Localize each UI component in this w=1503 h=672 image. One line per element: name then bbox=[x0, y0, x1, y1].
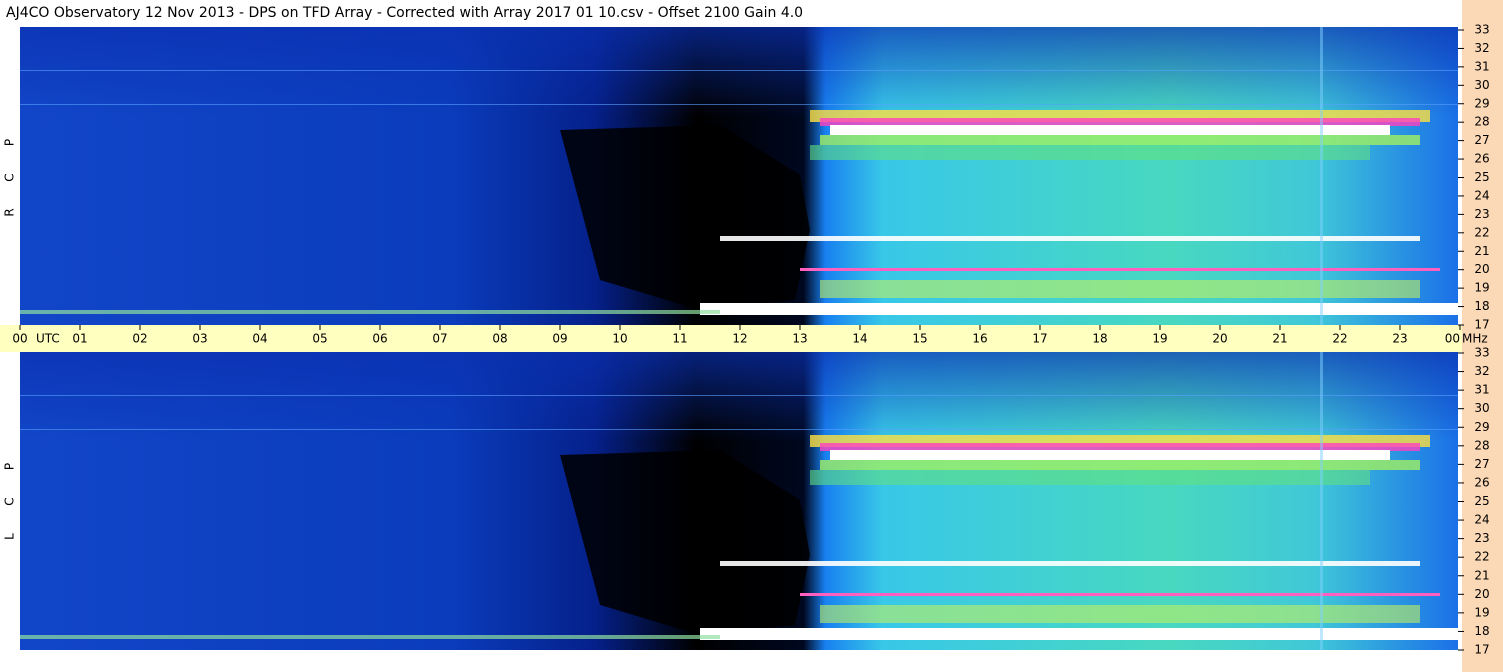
freq-label: 20 bbox=[1474, 587, 1489, 601]
freq-strip bbox=[1462, 0, 1503, 672]
time-label: 23 bbox=[1392, 332, 1407, 346]
time-label: 20 bbox=[1212, 332, 1227, 346]
time-label: 17 bbox=[1032, 332, 1047, 346]
time-label: 10 bbox=[612, 332, 627, 346]
freq-label: 17 bbox=[1474, 643, 1489, 657]
freq-label: 33 bbox=[1474, 23, 1489, 37]
time-label: 00 bbox=[1445, 332, 1460, 346]
freq-label: 22 bbox=[1474, 225, 1489, 239]
freq-label: 32 bbox=[1474, 364, 1489, 378]
panel-letter: P bbox=[3, 463, 17, 470]
title: AJ4CO Observatory 12 Nov 2013 - DPS on T… bbox=[6, 5, 803, 21]
freq-label: 28 bbox=[1474, 438, 1489, 452]
time-label: 05 bbox=[312, 332, 327, 346]
panel-letter: L bbox=[3, 533, 17, 540]
time-label: 13 bbox=[792, 332, 807, 346]
freq-label: 30 bbox=[1474, 401, 1489, 415]
freq-label: 21 bbox=[1474, 568, 1489, 582]
time-label: 14 bbox=[852, 332, 867, 346]
freq-label: 21 bbox=[1474, 244, 1489, 258]
freq-label: 17 bbox=[1474, 318, 1489, 332]
freq-label: 28 bbox=[1474, 115, 1489, 129]
time-label: 08 bbox=[492, 332, 507, 346]
time-label: 01 bbox=[72, 332, 87, 346]
freq-label: 25 bbox=[1474, 494, 1489, 508]
panel-letter: P bbox=[3, 139, 17, 146]
freq-label: 19 bbox=[1474, 281, 1489, 295]
freq-label: 29 bbox=[1474, 420, 1489, 434]
time-label: 19 bbox=[1152, 332, 1167, 346]
time-label: 07 bbox=[432, 332, 447, 346]
freq-label: 26 bbox=[1474, 152, 1489, 166]
freq-unit: MHz bbox=[1462, 332, 1488, 346]
time-label: 04 bbox=[252, 332, 267, 346]
time-label: 00 bbox=[12, 332, 27, 346]
freq-label: 20 bbox=[1474, 262, 1489, 276]
freq-label: 33 bbox=[1474, 346, 1489, 360]
freq-label: 32 bbox=[1474, 41, 1489, 55]
freq-label: 26 bbox=[1474, 475, 1489, 489]
freq-label: 24 bbox=[1474, 513, 1489, 527]
time-label: 03 bbox=[192, 332, 207, 346]
panel-letter: R bbox=[3, 208, 17, 216]
time-zone: UTC bbox=[36, 332, 60, 346]
freq-label: 19 bbox=[1474, 605, 1489, 619]
time-label: 09 bbox=[552, 332, 567, 346]
time-label: 22 bbox=[1332, 332, 1347, 346]
time-label: 15 bbox=[912, 332, 927, 346]
freq-label: 22 bbox=[1474, 550, 1489, 564]
freq-label: 23 bbox=[1474, 207, 1489, 221]
freq-label: 31 bbox=[1474, 59, 1489, 73]
axes: 00 01 02 03 04 05 06 07 08 09 10 11 12 13 14 15 16 17 18 19… bbox=[3, 23, 1490, 657]
panel-letter: C bbox=[3, 173, 17, 181]
upper-spectrogram bbox=[20, 27, 1460, 325]
freq-label: 27 bbox=[1474, 457, 1489, 471]
time-label: 16 bbox=[972, 332, 987, 346]
time-label: 21 bbox=[1272, 332, 1287, 346]
freq-label: 24 bbox=[1474, 188, 1489, 202]
time-label: 18 bbox=[1092, 332, 1107, 346]
freq-label: 27 bbox=[1474, 133, 1489, 147]
time-label: 11 bbox=[672, 332, 687, 346]
panel-letter: C bbox=[3, 497, 17, 505]
freq-label: 18 bbox=[1474, 624, 1489, 638]
freq-label: 25 bbox=[1474, 170, 1489, 184]
freq-label: 23 bbox=[1474, 531, 1489, 545]
time-label: 02 bbox=[132, 332, 147, 346]
freq-label: 18 bbox=[1474, 299, 1489, 313]
lower-spectrogram bbox=[20, 352, 1460, 650]
freq-label: 30 bbox=[1474, 78, 1489, 92]
freq-label: 29 bbox=[1474, 96, 1489, 110]
time-band bbox=[0, 325, 1462, 352]
time-label: 06 bbox=[372, 332, 387, 346]
time-label: 12 bbox=[732, 332, 747, 346]
freq-label: 31 bbox=[1474, 383, 1489, 397]
